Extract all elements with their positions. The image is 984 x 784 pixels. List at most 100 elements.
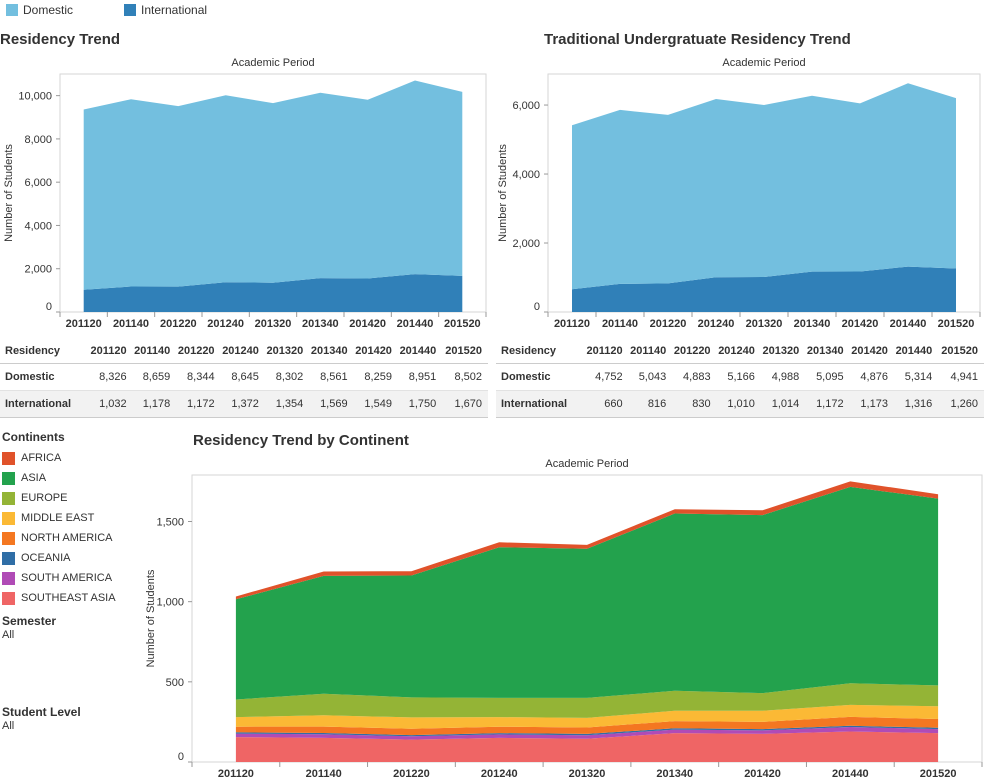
continent-legend-item[interactable]: SOUTH AMERICA bbox=[2, 568, 116, 588]
y-tick-label: 500 bbox=[166, 677, 184, 689]
table-cell: 8,645 bbox=[214, 363, 259, 391]
y-tick-label: 0 bbox=[534, 301, 540, 313]
continent-legend-item[interactable]: ASIA bbox=[2, 468, 116, 488]
x-tick-label: 201220 bbox=[650, 318, 687, 330]
table-header-period: 201240 bbox=[710, 338, 755, 364]
table-header-period: 201440 bbox=[887, 338, 933, 364]
continent-label: AFRICA bbox=[21, 452, 62, 464]
x-tick-label: 201420 bbox=[842, 318, 879, 330]
table-row-label: International bbox=[0, 390, 83, 418]
y-tick-label: 1,500 bbox=[156, 516, 184, 528]
continent-swatch bbox=[2, 571, 15, 585]
continent-swatch bbox=[2, 531, 15, 545]
student-level-title: Student Level bbox=[2, 705, 81, 719]
table-cell: 816 bbox=[622, 390, 667, 418]
table-header-period: 201140 bbox=[126, 338, 171, 364]
continent-trend-chart: Academic Period 0 500 1,000 1,500 Number of S… bbox=[145, 458, 983, 780]
x-tick-label: 201340 bbox=[794, 318, 831, 330]
continent-swatch bbox=[2, 491, 15, 505]
table-cell: 8,259 bbox=[347, 363, 392, 391]
continent-swatch bbox=[2, 511, 15, 525]
residency-trend-chart: Academic Period 0 2,000 4,000 6,000 8,000 10,0… bbox=[3, 57, 487, 330]
x-tick-label: 201440 bbox=[397, 318, 434, 330]
table-cell: 1,172 bbox=[799, 390, 844, 418]
continent-legend-item[interactable]: EUROPE bbox=[2, 488, 116, 508]
table-header-period: 201240 bbox=[214, 338, 259, 364]
table-cell: 5,314 bbox=[887, 363, 933, 391]
table-header-period: 201220 bbox=[666, 338, 711, 364]
table-header-period: 201320 bbox=[258, 338, 304, 364]
y-tick-label: 8,000 bbox=[24, 134, 52, 146]
x-tick-label: 201240 bbox=[481, 768, 518, 780]
y-tick-label: 4,000 bbox=[24, 220, 52, 232]
residency-trend-title: Residency Trend bbox=[0, 31, 121, 48]
continent-trend-title: Residency Trend by Continent bbox=[193, 432, 409, 449]
table-cell: 1,316 bbox=[887, 390, 933, 418]
x-tick-label: 201140 bbox=[306, 768, 342, 780]
student-level-filter[interactable]: Student Level All bbox=[2, 705, 81, 732]
table-header-period: 201440 bbox=[391, 338, 437, 364]
traditional-residency-trend-title: Traditional Undergratuate Residency Tren… bbox=[544, 31, 851, 48]
table-header-period: 201120 bbox=[83, 338, 127, 364]
table-header-period: 201120 bbox=[579, 338, 623, 364]
traditional-residency-trend-chart: Academic Period 0 2,000 4,000 6,000 Number of… bbox=[497, 57, 981, 330]
y-axis-title: Number of Students bbox=[145, 569, 157, 667]
continent-legend-item[interactable]: SOUTHEAST ASIA bbox=[2, 588, 116, 608]
table-row-label: International bbox=[496, 390, 579, 418]
continent-label: SOUTH AMERICA bbox=[21, 572, 113, 584]
y-tick-label: 4,000 bbox=[512, 169, 540, 181]
table-row: Domestic 8,326 8,659 8,344 8,645 8,302 8… bbox=[0, 363, 488, 391]
table-cell: 1,670 bbox=[436, 390, 488, 418]
continent-legend-item[interactable]: NORTH AMERICA bbox=[2, 528, 116, 548]
table-header-period: 201340 bbox=[303, 338, 348, 364]
table-header-row: Residency 201120 201140 201220 201240 20… bbox=[496, 338, 984, 364]
student-level-value[interactable]: All bbox=[2, 720, 15, 732]
table-cell: 830 bbox=[666, 390, 711, 418]
x-tick-label: 201420 bbox=[744, 768, 781, 780]
y-tick-label: 2,000 bbox=[24, 264, 52, 276]
continent-legend-item[interactable]: OCEANIA bbox=[2, 548, 116, 568]
table-cell: 8,302 bbox=[258, 363, 304, 391]
legend-item-domestic[interactable]: Domestic bbox=[6, 3, 124, 17]
table-cell: 1,173 bbox=[843, 390, 888, 418]
y-tick-label: 2,000 bbox=[512, 238, 540, 250]
continents-legend: Continents AFRICA ASIA EUROPE MIDDLE EAST NO… bbox=[2, 430, 116, 608]
x-tick-label: 201320 bbox=[569, 768, 606, 780]
continent-legend-item[interactable]: MIDDLE EAST bbox=[2, 508, 116, 528]
legend-swatch-domestic bbox=[6, 4, 18, 16]
table-row: International 1,032 1,178 1,172 1,372 1,… bbox=[0, 390, 488, 418]
table-cell: 8,561 bbox=[303, 363, 348, 391]
continent-legend-item[interactable]: AFRICA bbox=[2, 448, 116, 468]
table-cell: 660 bbox=[579, 390, 623, 418]
y-tick-label: 6,000 bbox=[512, 100, 540, 112]
table-cell: 1,569 bbox=[303, 390, 348, 418]
table-header-residency: Residency bbox=[0, 338, 83, 364]
area-series-asia bbox=[235, 486, 939, 700]
y-tick-label: 1,000 bbox=[156, 597, 184, 609]
semester-filter[interactable]: Semester All bbox=[2, 614, 56, 641]
x-axis-title: Academic Period bbox=[231, 57, 314, 69]
legend-swatch-international bbox=[124, 4, 136, 16]
semester-value[interactable]: All bbox=[2, 629, 15, 641]
table-cell: 1,010 bbox=[710, 390, 755, 418]
semester-title: Semester bbox=[2, 614, 57, 628]
x-tick-label: 201520 bbox=[938, 318, 975, 330]
table-header-period: 201520 bbox=[932, 338, 984, 364]
table-header-period: 201140 bbox=[622, 338, 667, 364]
y-axis-title: Number of Students bbox=[3, 144, 15, 242]
table-cell: 1,750 bbox=[391, 390, 437, 418]
x-tick-label: 201120 bbox=[554, 318, 590, 330]
continent-label: EUROPE bbox=[21, 492, 68, 504]
table-header-period: 201340 bbox=[799, 338, 844, 364]
x-tick-label: 201140 bbox=[602, 318, 638, 330]
continent-list: AFRICA ASIA EUROPE MIDDLE EAST NORTH AMERICA… bbox=[2, 448, 116, 608]
table-cell: 1,178 bbox=[126, 390, 171, 418]
table-cell: 1,260 bbox=[932, 390, 984, 418]
table-header-period: 201520 bbox=[436, 338, 488, 364]
area-series-domestic bbox=[572, 83, 956, 290]
legend-item-international[interactable]: International bbox=[124, 3, 242, 17]
y-tick-label: 10,000 bbox=[18, 91, 52, 103]
x-tick-label: 201320 bbox=[746, 318, 783, 330]
table-cell: 4,883 bbox=[666, 363, 711, 391]
continent-label: ASIA bbox=[21, 472, 47, 484]
